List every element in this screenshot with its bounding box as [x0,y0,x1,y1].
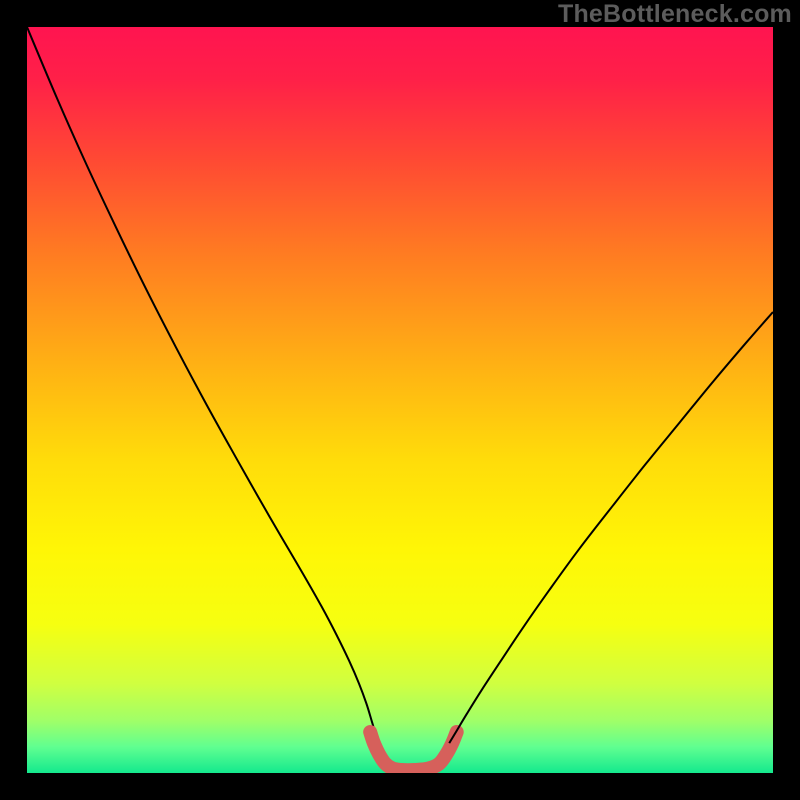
stage: TheBottleneck.com [0,0,800,800]
right-ascending-curve [449,312,773,743]
valley-accent-curve [370,732,457,770]
watermark-text: TheBottleneck.com [558,0,792,29]
bottleneck-curve-chart [27,27,773,773]
left-descending-curve [27,27,379,745]
plot-area [27,27,773,773]
